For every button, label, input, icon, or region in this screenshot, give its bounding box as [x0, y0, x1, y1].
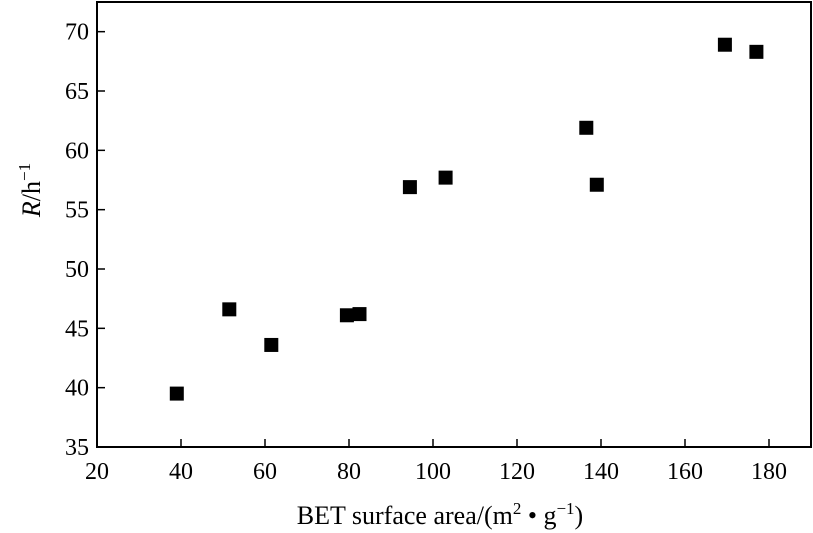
data-point [352, 307, 367, 322]
x-tick-label: 180 [751, 459, 787, 485]
x-tick-label: 100 [415, 459, 451, 485]
x-tick-label: 60 [253, 459, 277, 485]
data-point [169, 386, 184, 401]
x-tick-label: 20 [85, 459, 109, 485]
data-point [264, 337, 279, 352]
data-point [717, 37, 732, 52]
y-tick-label: 60 [65, 138, 89, 164]
plot-frame [96, 1, 812, 448]
x-axis: 20 40 60 80 100 120 140 160 180 [85, 439, 787, 485]
y-axis-title: R/h−1 [15, 163, 46, 218]
y-tick-label: 55 [65, 198, 89, 224]
y-tick-label: 65 [65, 79, 89, 105]
x-axis-title: BET surface area/(m2 • g−1) [297, 499, 583, 530]
x-tick-label: 140 [583, 459, 619, 485]
data-point [339, 308, 354, 323]
data-point [438, 170, 453, 185]
data-points [169, 37, 764, 401]
data-point [222, 302, 237, 317]
data-point [589, 177, 604, 192]
data-point [402, 180, 417, 195]
data-point [579, 120, 594, 135]
data-point [749, 44, 764, 59]
y-tick-label: 70 [65, 20, 89, 46]
y-tick-label: 50 [65, 257, 89, 283]
y-tick-label: 40 [65, 376, 89, 402]
y-axis: 35 40 45 50 55 60 65 70 [65, 20, 105, 461]
x-tick-label: 120 [499, 459, 535, 485]
y-tick-label: 45 [65, 316, 89, 342]
x-tick-label: 80 [337, 459, 361, 485]
y-tick-label: 35 [65, 435, 89, 461]
x-tick-label: 40 [169, 459, 193, 485]
x-tick-label: 160 [667, 459, 703, 485]
